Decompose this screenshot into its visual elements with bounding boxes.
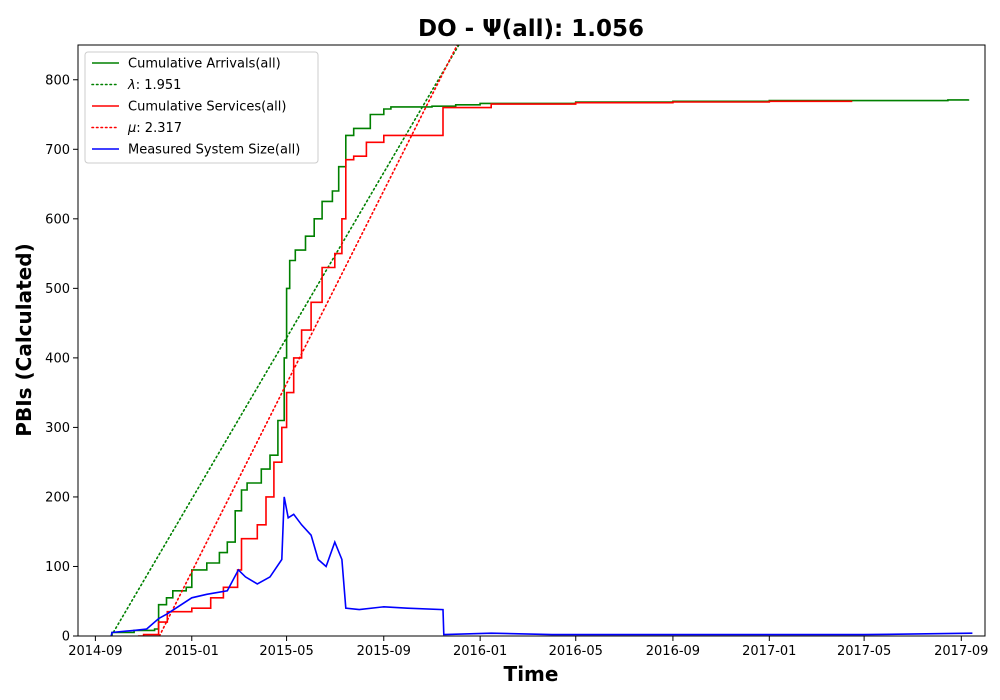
y-tick-label: 500: [45, 282, 70, 297]
legend-value: : 2.317: [136, 121, 182, 136]
x-tick-label: 2016-09: [646, 644, 700, 659]
legend-symbol: μ: [127, 121, 136, 136]
axis-ticks: 2014-09 2015-01 2015-05 2015-09 2016-01 2016-…: [45, 73, 988, 659]
x-tick-label: 2016-05: [549, 644, 603, 659]
y-axis-title: PBIs (Calculated): [12, 243, 36, 436]
y-tick-label: 700: [45, 143, 70, 158]
y-tick-label: 100: [45, 560, 70, 575]
y-tick-label: 400: [45, 351, 70, 366]
legend: Cumulative Arrivals(all) λ: 1.951 Cumulati…: [84, 51, 319, 164]
x-tick-label: 2014-09: [68, 644, 122, 659]
legend-label-2: λ: 1.951: [127, 78, 181, 93]
x-tick-label: 2017-09: [934, 644, 988, 659]
y-tick-label: 600: [45, 212, 70, 227]
x-tick-label: 2015-01: [165, 644, 219, 659]
y-tick-label: 800: [45, 73, 70, 88]
x-tick-label: 2016-01: [453, 644, 507, 659]
legend-symbol: λ: [127, 78, 136, 93]
plot-frame: [77, 44, 986, 637]
x-tick-label: 2015-09: [357, 644, 411, 659]
x-tick-label: 2015-05: [259, 644, 313, 659]
legend-label-3: Cumulative Services(all): [128, 100, 286, 115]
legend-label-1: Cumulative Arrivals(all): [128, 57, 281, 72]
chart-title: DO - Ψ(all): 1.056: [418, 16, 644, 42]
plot-area: [77, 44, 986, 637]
series-line-2: [110, 45, 460, 636]
series-line-1: [111, 99, 970, 636]
legend-box: [84, 51, 319, 164]
legend-label-4: μ: 2.317: [127, 121, 182, 136]
legend-label-5: Measured System Size(all): [128, 143, 300, 158]
y-tick-label: 200: [45, 490, 70, 505]
x-axis-title: Time: [504, 662, 559, 686]
x-tick-label: 2017-05: [837, 644, 891, 659]
series-line-5: [110, 496, 973, 636]
legend-value: : 1.951: [136, 78, 182, 93]
y-tick-label: 0: [62, 630, 70, 645]
series-line-3: [138, 100, 853, 636]
series-line-4: [158, 45, 458, 636]
y-tick-label: 300: [45, 421, 70, 436]
x-tick-label: 2017-01: [742, 644, 796, 659]
